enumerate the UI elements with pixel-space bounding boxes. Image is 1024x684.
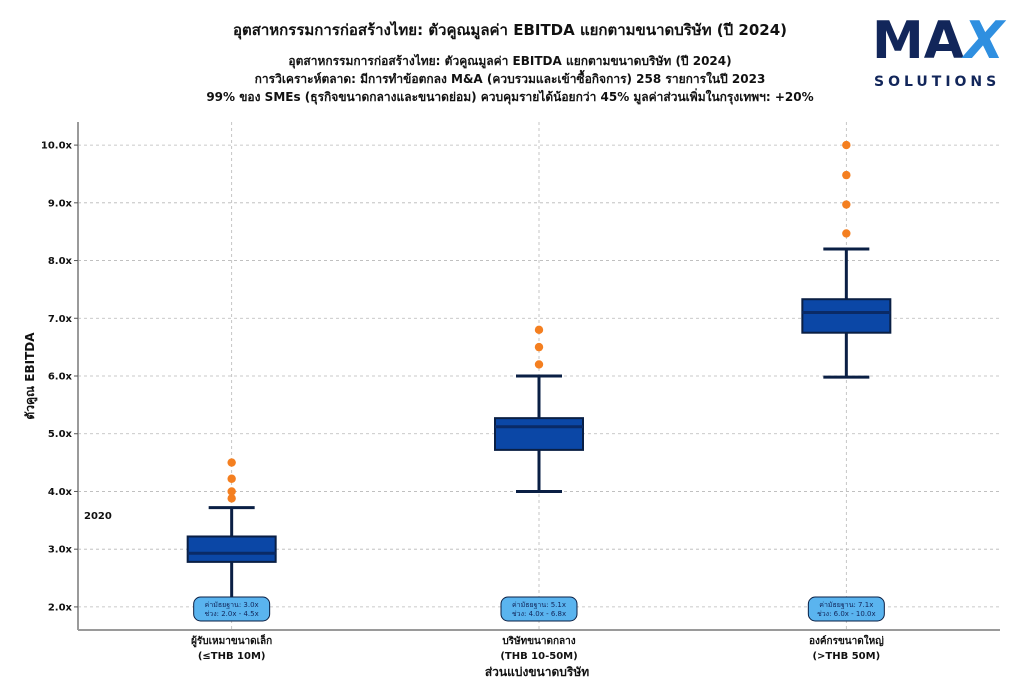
y-tick-label: 6.0x [48,372,73,383]
box-group: ค่ามัธยฐาน: 7.1xช่วง: 6.0x - 10.0x [801,140,892,622]
outlier-point [842,200,851,209]
outlier-point [534,360,544,369]
stats-annotation-range: ช่วง: 2.0x - 4.5x [205,610,259,618]
x-axis-label: ส่วนแบ่งขนาดบริษัท [485,665,589,679]
y-tick-label: 9.0x [48,198,73,209]
logo-wordmark: MA X [872,10,1004,72]
category-label-name: องค์กรขนาดใหญ่ [809,634,884,647]
chart-subtitle-line2: การวิเคราะห์ตลาด: มีการทำข้อตกลง M&A (คว… [254,72,766,86]
outlier-point [842,229,851,238]
outlier-point [227,458,236,467]
chart-subtitle-line1: อุตสาหกรรมการก่อสร้างไทย: ตัวคูณมูลค่า E… [288,54,732,68]
stats-annotation-median: ค่ามัธยฐาน: 5.1x [512,601,566,609]
category-label-range: (THB 10-50M) [500,651,577,662]
boxes-layer: ค่ามัธยฐาน: 3.0xช่วง: 2.0x - 4.5xค่ามัธย… [186,140,892,622]
y-tick-label: 2.0x [48,602,73,613]
outlier-point [227,494,236,503]
logo-wordmark-x: X [964,11,1005,71]
iqr-box [801,298,892,334]
y-tick-label: 4.0x [48,487,73,498]
category-label-name: ผู้รับเหมาขนาดเล็ก [191,633,272,648]
box-group: ค่ามัธยฐาน: 3.0xช่วง: 2.0x - 4.5x [186,458,277,622]
box-group: ค่ามัธยฐาน: 5.1xช่วง: 4.0x - 6.8x [494,325,584,622]
stats-annotation-range: ช่วง: 6.0x - 10.0x [817,610,876,618]
outlier-point [227,474,236,483]
stats-annotation-box [500,596,578,622]
outlier-point [842,170,851,180]
max-solutions-logo: MA X SOLUTIONS [872,10,1018,94]
logo-wordmark-prefix: MA [872,11,964,71]
y-axis-label: ตัวคูณ EBITDA [23,332,38,420]
outlier-point [534,342,544,352]
category-label-range: (≤THB 10M) [198,651,266,662]
y-tick-label: 7.0x [48,314,73,325]
logo-tagline: SOLUTIONS [874,74,1001,90]
side-note-year: 2020 [84,511,112,522]
category-label-range: (>THB 50M) [812,651,880,662]
y-tick-label: 5.0x [48,429,73,440]
stats-annotation-median: ค่ามัธยฐาน: 7.1x [819,601,873,609]
iqr-box [494,417,584,451]
y-tick-label: 8.0x [48,256,73,267]
y-tick-label: 10.0x [41,141,73,152]
outlier-point [842,140,851,150]
y-tick-labels: 2.0x 3.0x 4.0x 5.0x 6.0x 7.0x 8.0x 9.0x 10.0x [41,141,78,613]
outlier-point [534,325,544,335]
chart-subtitle-line3: 99% ของ SMEs (ธุรกิจขนาดกลางและขนาดย่อม)… [206,90,814,104]
stats-annotation-range: ช่วง: 4.0x - 6.8x [512,610,566,618]
stats-annotation-box [193,596,271,622]
y-tick-label: 3.0x [48,545,73,556]
stats-annotation-median: ค่ามัธยฐาน: 3.0x [205,601,259,609]
category-label-name: บริษัทขนาดกลาง [502,635,575,647]
category-labels: ผู้รับเหมาขนาดเล็ก (≤THB 10M) บริษัทขนาดกล… [191,633,884,662]
stats-annotation-box [807,596,885,622]
outlier-point [227,487,236,496]
chart-main-title: อุตสาหกรรมการก่อสร้างไทย: ตัวคูณมูลค่า E… [232,21,788,39]
iqr-box [186,535,277,563]
